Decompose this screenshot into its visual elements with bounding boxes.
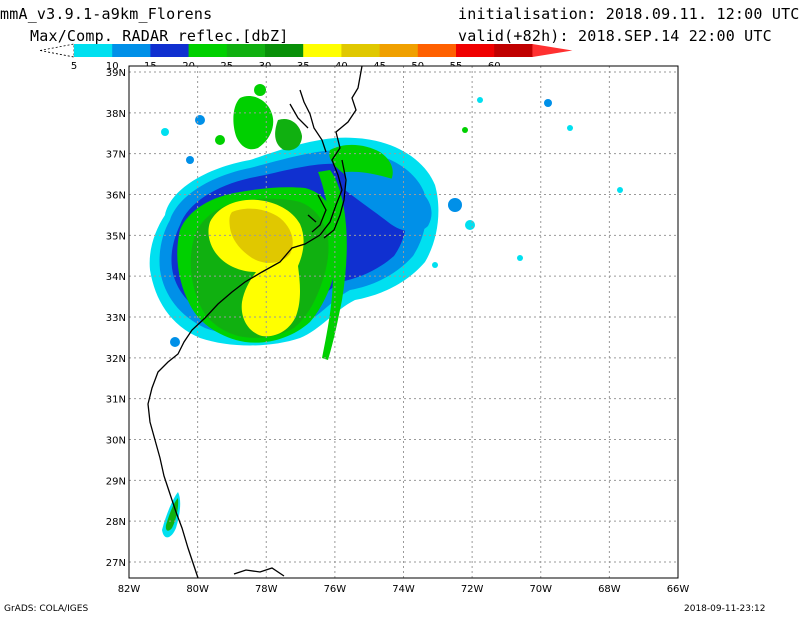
lon-label-68W: 68W <box>598 584 621 595</box>
reflectivity-nw-band <box>233 95 274 150</box>
lat-label-32N: 32N <box>106 354 126 365</box>
lat-label-34N: 34N <box>106 272 126 283</box>
colorbar-swatch-10 <box>456 44 495 57</box>
cell-9 <box>567 125 573 131</box>
reflectivity-gold-core <box>229 208 293 263</box>
colorbar-swatch-0 <box>74 44 113 57</box>
lon-label-74W: 74W <box>392 584 415 595</box>
reflectivity-nw-band-2 <box>275 118 302 151</box>
coastline-outer-banks <box>323 159 347 239</box>
latitude-labels: 39N 38N 37N 36N 35N 34N 33N 32N 31N 30N 29N 28N 27N <box>106 68 126 569</box>
colorbar-tick-5: 5 <box>71 61 77 72</box>
valid-time: valid(+82h): 2018.SEP.14 22:00 UTC <box>458 27 772 45</box>
colorbar-tick-10: 10 <box>106 61 119 72</box>
model-title: mmA_v3.9.1-a9km_Florens <box>0 5 213 23</box>
lat-label-27N: 27N <box>106 558 126 569</box>
cell-14 <box>462 127 468 133</box>
colorbar-swatch-5 <box>265 44 304 57</box>
cell-4 <box>215 135 225 145</box>
lon-label-78W: 78W <box>255 584 278 595</box>
lon-label-66W: 66W <box>667 584 690 595</box>
lat-label-35N: 35N <box>106 231 126 242</box>
colorbar-swatch-4 <box>226 44 266 57</box>
cell-5 <box>186 156 194 164</box>
colorbar-swatch-2 <box>150 44 190 57</box>
colorbar-right-wedge <box>532 44 573 57</box>
lon-label-80W: 80W <box>186 584 209 595</box>
colorbar-swatch-6 <box>303 44 342 57</box>
lat-label-29N: 29N <box>106 476 126 487</box>
cell-7 <box>465 220 475 230</box>
cell-6 <box>448 198 462 212</box>
coastline-pamlico <box>307 194 327 233</box>
colorbar-swatch-3 <box>188 44 228 57</box>
lon-label-82W: 82W <box>118 584 141 595</box>
cell-10 <box>477 97 483 103</box>
lon-label-72W: 72W <box>461 584 484 595</box>
lon-label-70W: 70W <box>529 584 552 595</box>
colorbar-swatch-11 <box>494 44 533 57</box>
reflectivity-florida-cell-green <box>165 498 179 531</box>
cell-2 <box>195 115 205 125</box>
coastline-florida-keys <box>233 567 285 577</box>
grads-credit: GrADS: COLA/IGES <box>4 604 89 614</box>
cell-15 <box>617 187 623 193</box>
colorbar-swatch-1 <box>112 44 151 57</box>
cell-3 <box>161 128 169 136</box>
lat-label-38N: 38N <box>106 109 126 120</box>
lat-label-36N: 36N <box>106 191 126 202</box>
lat-label-31N: 31N <box>106 395 126 406</box>
cell-13 <box>170 337 180 347</box>
colorbar-swatches <box>39 43 573 58</box>
lat-label-39N: 39N <box>106 68 126 79</box>
field-title: Max/Comp. RADAR reflec.[dbZ] <box>30 27 289 45</box>
lat-label-30N: 30N <box>106 436 126 447</box>
coastline-chesapeake <box>289 89 327 153</box>
coastline-east-us <box>147 66 363 578</box>
reflectivity-north-band-blue <box>345 171 432 232</box>
lat-label-28N: 28N <box>106 517 126 528</box>
coastline <box>147 66 363 578</box>
lat-label-33N: 33N <box>106 313 126 324</box>
cell-8 <box>544 99 552 107</box>
lon-label-76W: 76W <box>324 584 347 595</box>
cell-1 <box>254 84 266 96</box>
map-grid <box>128 66 679 578</box>
render-timestamp: 2018-09-11-23:12 <box>684 604 766 614</box>
longitude-labels: 82W 80W 78W 76W 74W 72W 70W 68W 66W <box>118 584 690 595</box>
cell-12 <box>432 262 438 268</box>
colorbar-swatch-9 <box>417 44 457 57</box>
plot-frame <box>128 65 679 579</box>
init-time: initialisation: 2018.09.11. 12:00 UTC <box>458 5 800 23</box>
colorbar-swatch-8 <box>379 44 419 57</box>
lat-label-37N: 37N <box>106 150 126 161</box>
cell-11 <box>517 255 523 261</box>
colorbar-swatch-7 <box>341 44 381 57</box>
